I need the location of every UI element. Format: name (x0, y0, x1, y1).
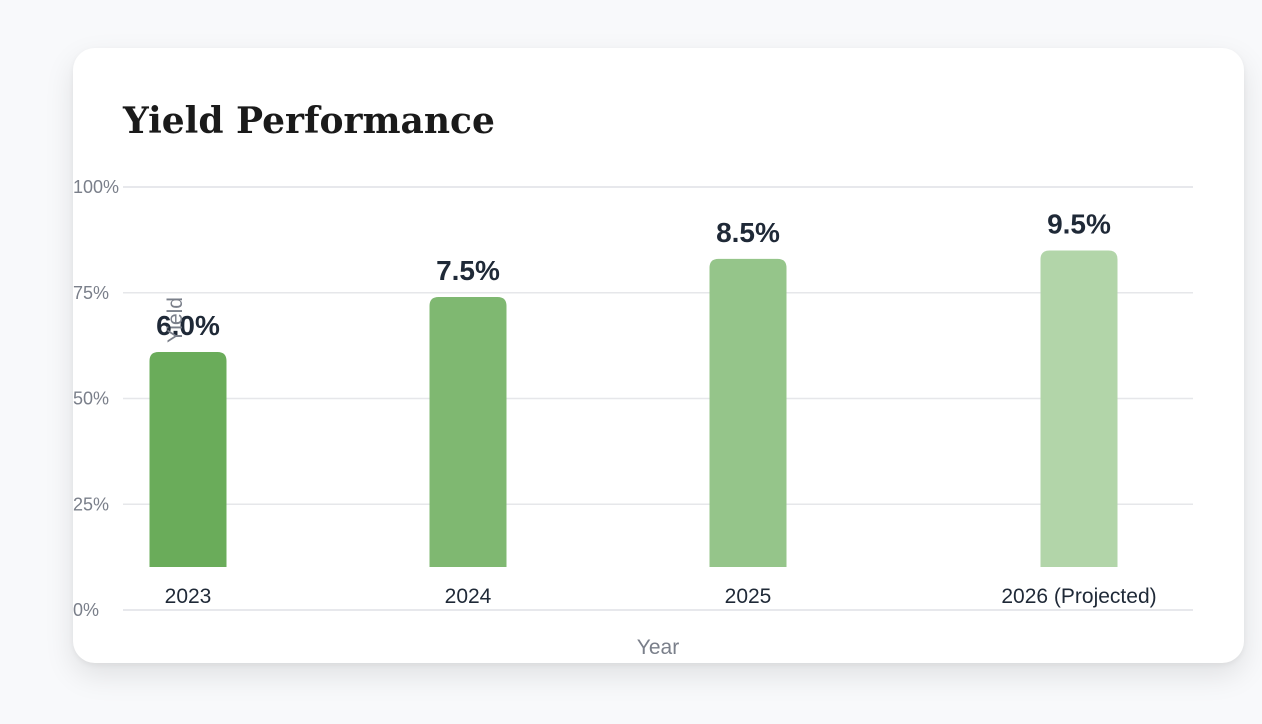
x-tick-label: 2023 (165, 585, 212, 608)
x-axis-labels: 2023 2024 2025 2026 (Projected) (165, 585, 1157, 608)
y-tick-label: 50% (73, 389, 109, 409)
bars: 6.0%7.5%8.5% 9.5% (150, 208, 1118, 567)
y-tick-label: 100% (73, 177, 119, 197)
bar (1041, 250, 1118, 567)
x-tick-label: 2025 (725, 585, 772, 608)
y-axis-ticks: 0% 25% 50% 75% 100% (73, 177, 119, 620)
x-tick-label: 2026 (Projected) (1001, 585, 1156, 608)
x-axis-title: Year (637, 636, 679, 659)
y-tick-label: 25% (73, 494, 109, 514)
bar (150, 352, 227, 567)
bar-value-label: 8.5% (716, 217, 780, 248)
y-tick-label: 0% (73, 600, 99, 620)
bar-value-label: 7.5% (436, 255, 500, 286)
y-tick-label: 75% (73, 283, 109, 303)
y-axis-title: Yield (164, 297, 187, 343)
bar (710, 259, 787, 567)
x-tick-label: 2024 (445, 585, 492, 608)
gridlines (123, 187, 1193, 610)
bar-value-label: 9.5% (1047, 208, 1111, 239)
bar (430, 297, 507, 567)
